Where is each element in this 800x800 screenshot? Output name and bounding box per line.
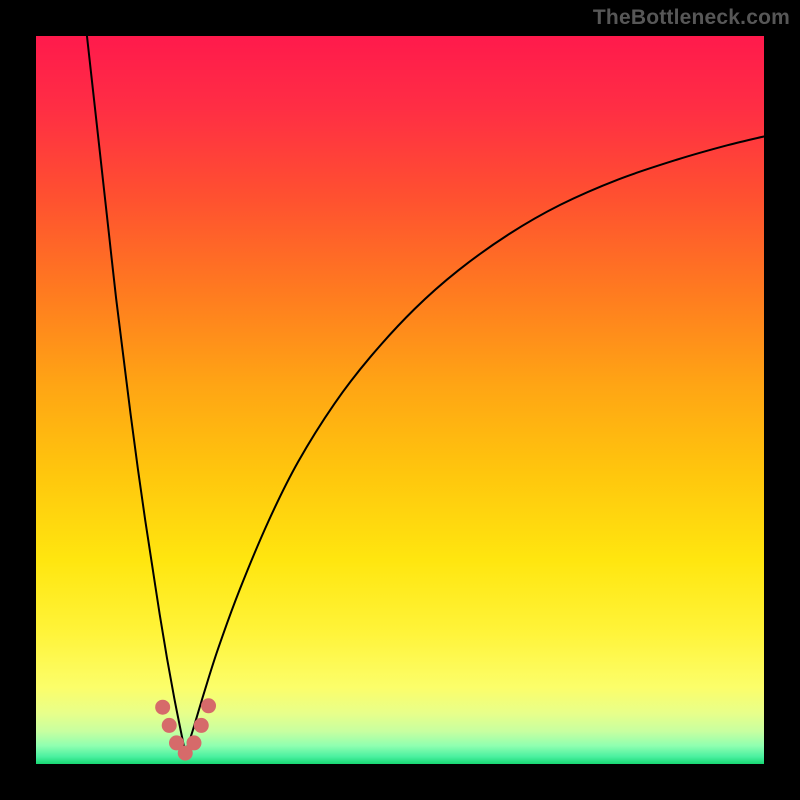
watermark-text: TheBottleneck.com (593, 6, 790, 30)
valley-marker (194, 718, 209, 733)
chart-svg (36, 36, 764, 764)
valley-marker (186, 735, 201, 750)
valley-marker (201, 698, 216, 713)
valley-marker (155, 700, 170, 715)
valley-marker (162, 718, 177, 733)
plot-background (36, 36, 764, 764)
outer-frame: TheBottleneck.com (0, 0, 800, 800)
plot-area (36, 36, 764, 764)
